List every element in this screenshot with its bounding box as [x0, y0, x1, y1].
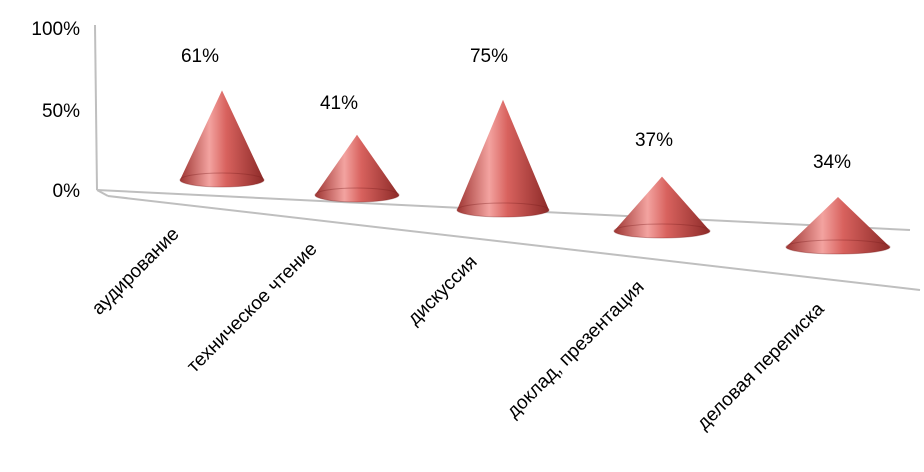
cone-mark — [314, 134, 400, 203]
cone-mark — [179, 90, 265, 188]
cone-body — [614, 176, 710, 238]
cone-base — [314, 187, 400, 203]
cone-base — [613, 223, 711, 239]
cone-body — [786, 197, 890, 254]
category-label: дискуссия — [404, 252, 482, 330]
data-label: 61% — [181, 46, 219, 67]
data-labels: 61% 41% 75% 37% 34% — [181, 46, 851, 173]
cone-base — [456, 202, 550, 218]
cone-base — [179, 172, 265, 188]
data-label: 75% — [470, 46, 508, 67]
data-label: 34% — [813, 152, 851, 173]
cone-mark — [456, 99, 550, 218]
cone-mark — [613, 176, 711, 239]
floor-front-edge — [107, 195, 921, 291]
category-label: аудирование — [88, 224, 184, 320]
cone-body — [315, 134, 399, 202]
floor-left-edge — [96, 189, 109, 197]
y-axis-ticks: 0% 50% 100% — [31, 19, 80, 202]
cone-series — [179, 90, 891, 255]
data-label: 41% — [320, 93, 358, 114]
data-label: 37% — [635, 130, 673, 151]
cone-mark — [785, 197, 891, 255]
back-wall-left-edge — [94, 24, 98, 191]
category-label: деловая переписка — [693, 298, 829, 434]
y-tick-label: 50% — [42, 101, 80, 122]
cone-body — [457, 99, 549, 217]
y-tick-label: 0% — [53, 181, 81, 202]
category-label: техническое чтение — [183, 239, 321, 377]
cone-base — [785, 239, 891, 255]
y-tick-label: 100% — [31, 19, 80, 40]
category-label: доклад, презентация — [503, 277, 649, 423]
category-labels: аудирование техническое чтение дискуссия… — [88, 224, 829, 434]
cone-body — [180, 90, 264, 187]
